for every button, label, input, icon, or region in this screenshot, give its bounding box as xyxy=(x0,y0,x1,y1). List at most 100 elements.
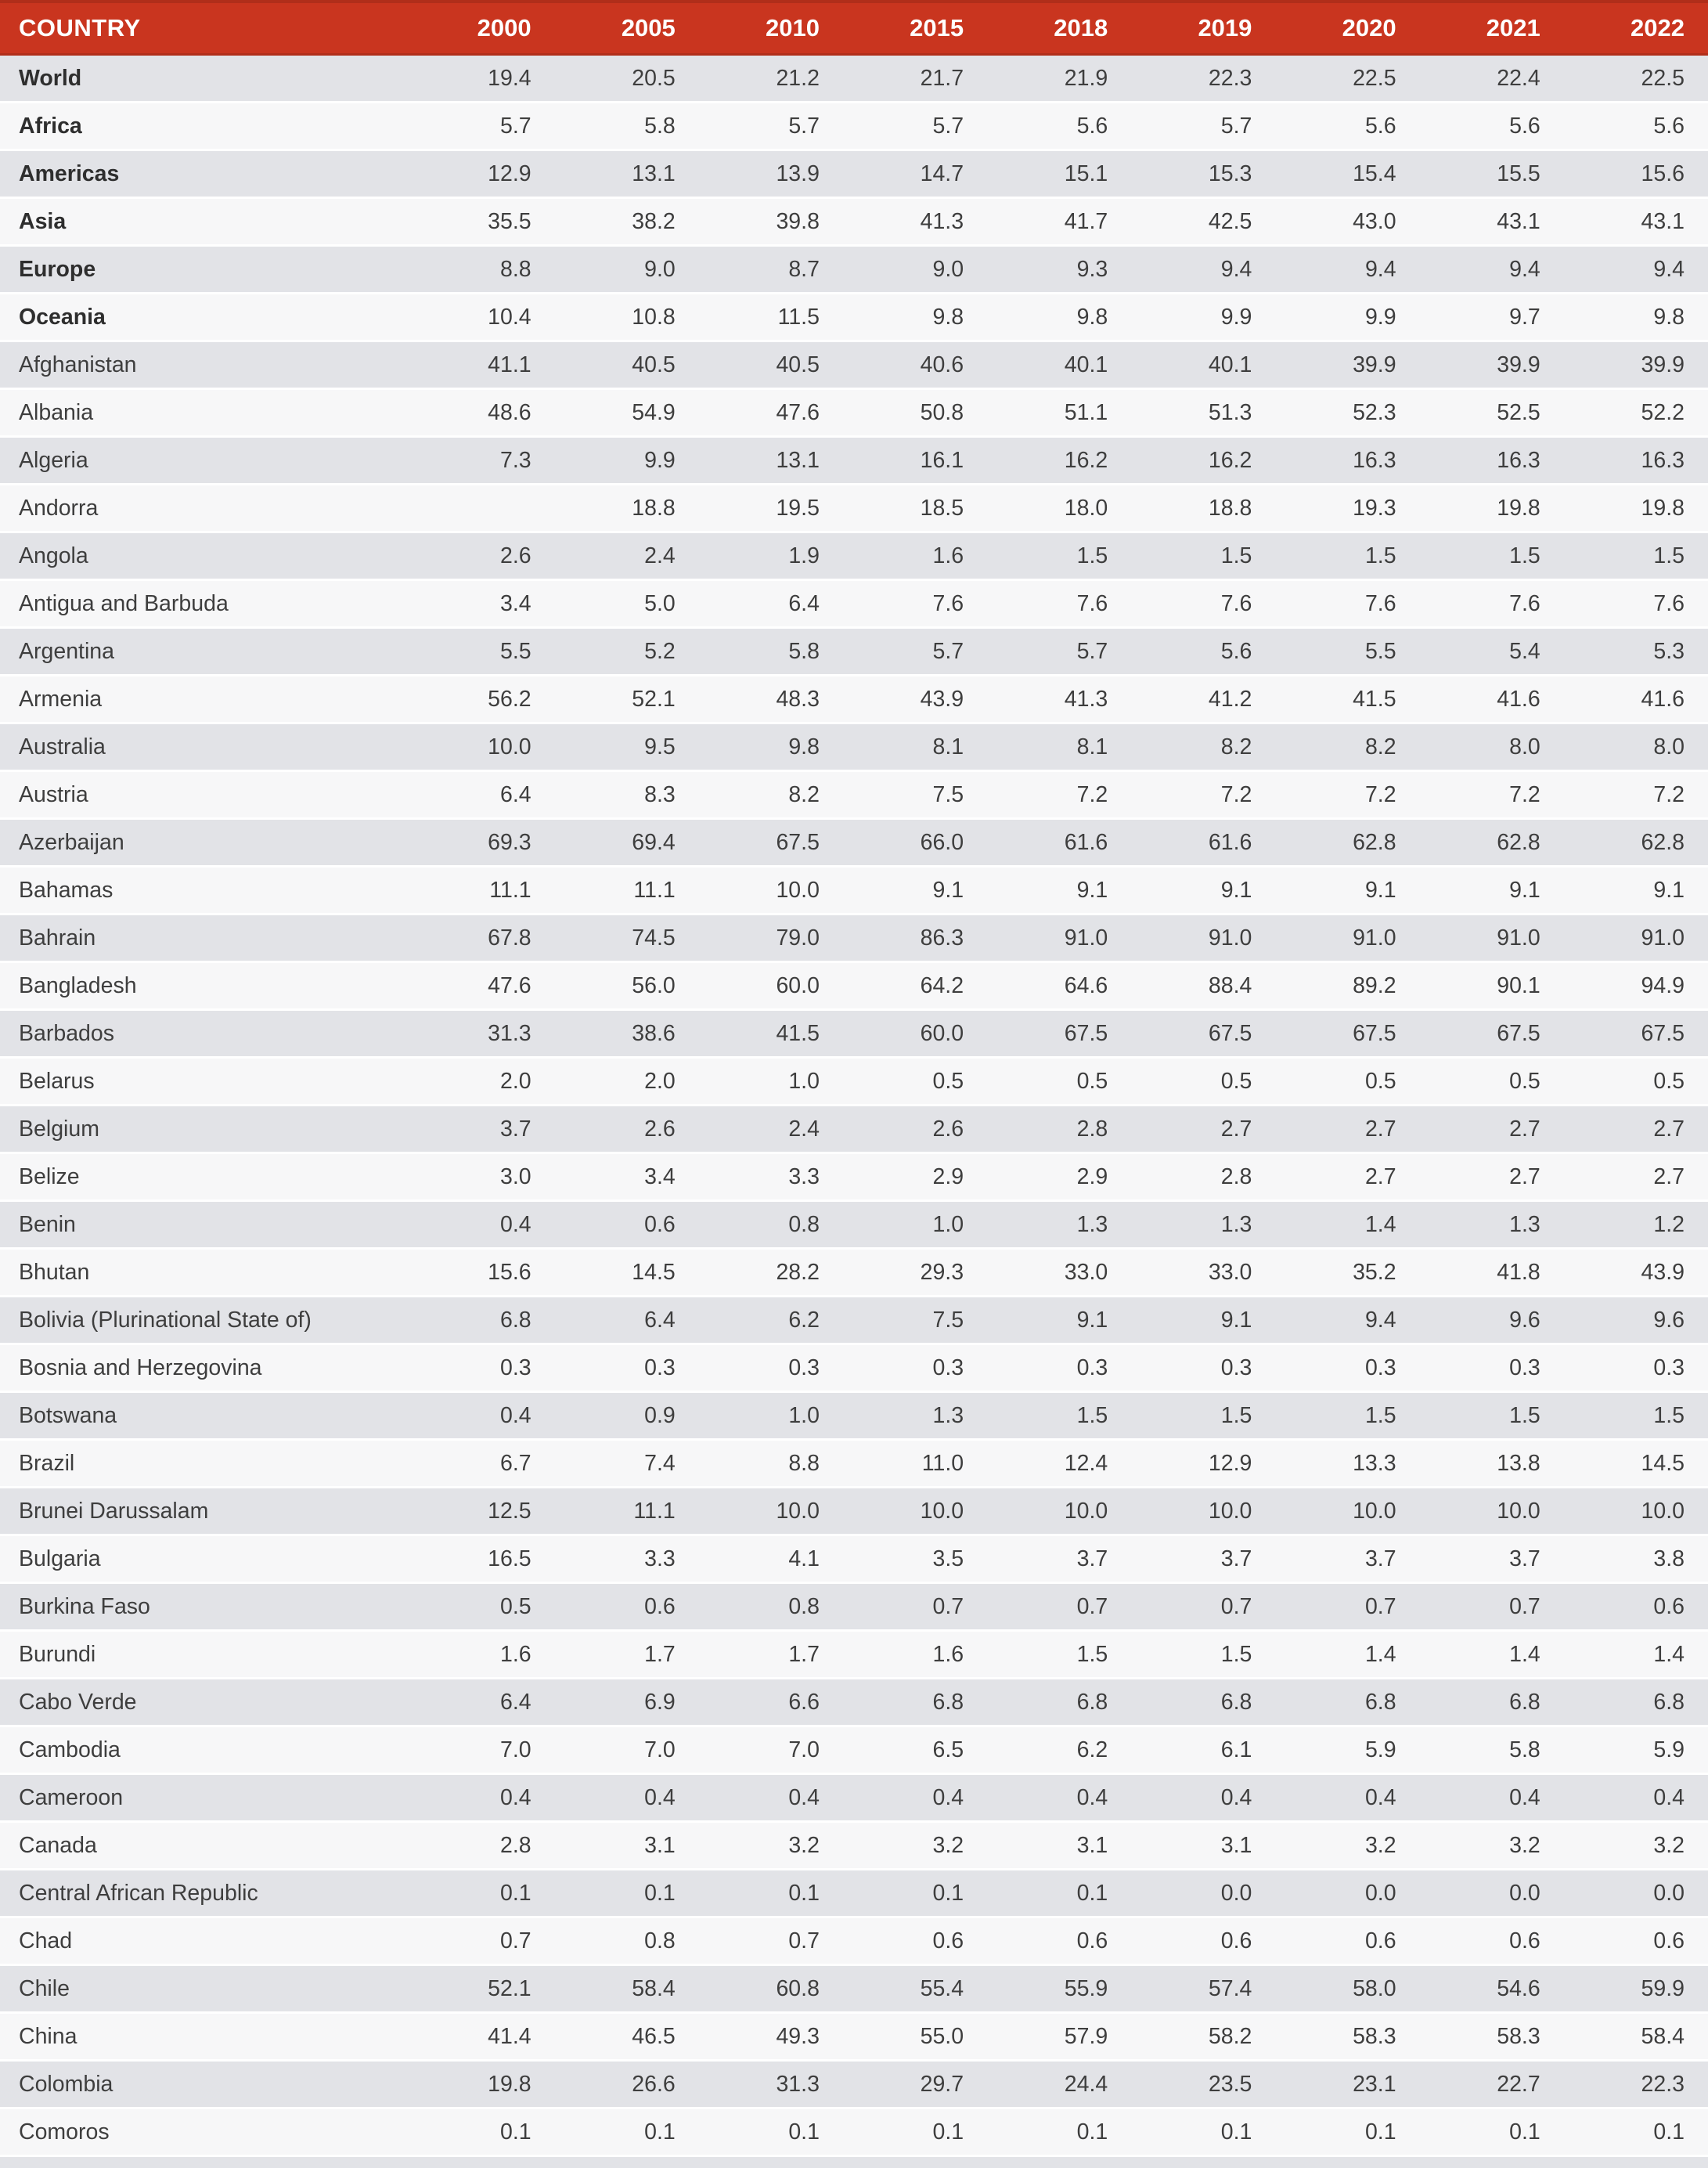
value-cell: 13.1 xyxy=(698,438,843,485)
value-cell: 39.8 xyxy=(698,199,843,247)
value-cell: 9.0 xyxy=(554,247,699,294)
value-cell: 5.7 xyxy=(842,629,988,676)
value-cell: 10.0 xyxy=(1275,1488,1420,1536)
value-cell: 40.1 xyxy=(1131,342,1276,390)
value-cell: 0.5 xyxy=(1563,1059,1708,1106)
value-cell: 16.3 xyxy=(1275,438,1420,485)
value-cell: 12.5 xyxy=(410,1488,555,1536)
value-cell: 0.1 xyxy=(987,2109,1132,2157)
value-cell: 58.0 xyxy=(1275,1966,1420,2014)
value-cell: 7.0 xyxy=(410,1727,555,1775)
country-name-cell: Europe xyxy=(0,247,411,294)
value-cell: 1.5 xyxy=(1275,533,1420,581)
value-cell: 10.8 xyxy=(554,294,699,342)
table-row: Central African Republic 0.1 0.1 0.1 0.1 0.1 0… xyxy=(0,1870,1708,1918)
value-cell: 60.0 xyxy=(842,1011,988,1059)
value-cell: 0.6 xyxy=(554,1202,699,1250)
country-name-cell: Antigua and Barbuda xyxy=(0,581,411,629)
country-name-cell: Cambodia xyxy=(0,1727,411,1775)
table-row: World 19.4 20.5 21.2 21.7 21.9 22.3 22.5 22.4 22.… xyxy=(0,56,1708,103)
value-cell: 0.4 xyxy=(554,1775,699,1823)
country-name-cell: Australia xyxy=(0,724,411,772)
value-cell: 38.6 xyxy=(554,1011,699,1059)
value-cell: 3.4 xyxy=(410,581,555,629)
value-cell: 1.5 xyxy=(1131,1632,1276,1679)
value-cell: 0.4 xyxy=(1131,1775,1276,1823)
country-name-cell: Azerbaijan xyxy=(0,820,411,868)
value-cell: 11.1 xyxy=(554,868,699,915)
value-cell: 23.5 xyxy=(1131,2062,1276,2109)
country-name-cell: Cameroon xyxy=(0,1775,411,1823)
value-cell: 9.1 xyxy=(987,868,1132,915)
value-cell: 10.0 xyxy=(698,1488,843,1536)
country-name-cell: Belgium xyxy=(0,1106,411,1154)
value-cell: 62.8 xyxy=(1563,820,1708,868)
table-row: Colombia 19.8 26.6 31.3 29.7 24.4 23.5 23.1 22.7… xyxy=(0,2062,1708,2109)
value-cell: 7.6 xyxy=(1419,581,1564,629)
value-cell: 3.4 xyxy=(554,1154,699,1202)
value-cell: 41.8 xyxy=(1419,1250,1564,1297)
value-cell: 0.7 xyxy=(1275,1584,1420,1632)
table-row: Oceania 10.4 10.8 11.5 9.8 9.8 9.9 9.9 9.7 9.8 xyxy=(0,294,1708,342)
value-cell: 3.3 xyxy=(554,1536,699,1584)
table-row: Bulgaria 16.5 3.3 4.1 3.5 3.7 3.7 3.7 3.7 3.8 xyxy=(0,1536,1708,1584)
table-row: Bosnia and Herzegovina 0.3 0.3 0.3 0.3 0.3 0.3… xyxy=(0,1345,1708,1393)
year-column-header: 2005 xyxy=(554,0,699,56)
value-cell: 22.3 xyxy=(1131,56,1276,103)
value-cell: 11.5 xyxy=(698,294,843,342)
value-cell xyxy=(410,485,555,533)
value-cell: 60.8 xyxy=(698,1966,843,2014)
value-cell: 2.8 xyxy=(410,1823,555,1870)
value-cell: 6.7 xyxy=(410,1441,555,1488)
table-row: Canada 2.8 3.1 3.2 3.2 3.1 3.1 3.2 3.2 3.2 xyxy=(0,1823,1708,1870)
value-cell: 9.4 xyxy=(1419,247,1564,294)
value-cell: 2.4 xyxy=(698,1106,843,1154)
value-cell: 58.3 xyxy=(1275,2014,1420,2062)
value-cell: 10.0 xyxy=(987,1488,1132,1536)
value-cell: 35.2 xyxy=(1275,1250,1420,1297)
value-cell: 15.4 xyxy=(1275,151,1420,199)
value-cell: 74.5 xyxy=(554,915,699,963)
year-column-header: 2019 xyxy=(1131,0,1276,56)
value-cell: 5.7 xyxy=(698,103,843,151)
value-cell: 0.4 xyxy=(698,1775,843,1823)
value-cell: 52.1 xyxy=(554,676,699,724)
value-cell: 0.7 xyxy=(1131,1584,1276,1632)
value-cell: 19.4 xyxy=(410,56,555,103)
value-cell: 1.5 xyxy=(1131,1393,1276,1441)
value-cell: 6.8 xyxy=(1419,1679,1564,1727)
value-cell: 5.3 xyxy=(1563,629,1708,676)
value-cell: 13.9 xyxy=(698,151,843,199)
table-row: Algeria 7.3 9.9 13.1 16.1 16.2 16.2 16.3 16.3 16.… xyxy=(0,438,1708,485)
country-name-cell: Burkina Faso xyxy=(0,1584,411,1632)
table-row: Brazil 6.7 7.4 8.8 11.0 12.4 12.9 13.3 13.8 14.5 xyxy=(0,1441,1708,1488)
value-cell: 10.0 xyxy=(1563,1488,1708,1536)
value-cell: 6.4 xyxy=(698,581,843,629)
value-cell: 9.4 xyxy=(1131,247,1276,294)
value-cell: 12.9 xyxy=(1131,1441,1276,1488)
value-cell: 50.8 xyxy=(842,390,988,438)
value-cell: 7.2 xyxy=(987,772,1132,820)
country-name-cell: Colombia xyxy=(0,2062,411,2109)
value-cell: 89.2 xyxy=(1275,963,1420,1011)
value-cell: 3.2 xyxy=(842,1823,988,1870)
value-cell: 9.1 xyxy=(842,868,988,915)
value-cell: 41.3 xyxy=(987,676,1132,724)
table-row: Bahrain 67.8 74.5 79.0 86.3 91.0 91.0 91.0 91.0 9… xyxy=(0,915,1708,963)
table-row: Bahamas 11.1 11.1 10.0 9.1 9.1 9.1 9.1 9.1 9.1 xyxy=(0,868,1708,915)
value-cell: 9.8 xyxy=(987,294,1132,342)
country-name-cell: Barbados xyxy=(0,1011,411,1059)
value-cell: 1.4 xyxy=(1563,1632,1708,1679)
value-cell: 31.3 xyxy=(698,2062,843,2109)
table-row: Burkina Faso 0.5 0.6 0.8 0.7 0.7 0.7 0.7 0.7 0.6 xyxy=(0,1584,1708,1632)
value-cell: 8.8 xyxy=(698,1441,843,1488)
value-cell: 51.1 xyxy=(987,390,1132,438)
value-cell: 1.5 xyxy=(1419,533,1564,581)
value-cell: 0.4 xyxy=(1563,1775,1708,1823)
value-cell: 0.6 xyxy=(987,1918,1132,1966)
value-cell: 2.0 xyxy=(410,1059,555,1106)
value-cell: 1.4 xyxy=(1275,1632,1420,1679)
value-cell: 8.3 xyxy=(554,772,699,820)
value-cell: 21.2 xyxy=(698,56,843,103)
value-cell: 3.8 xyxy=(1563,1536,1708,1584)
